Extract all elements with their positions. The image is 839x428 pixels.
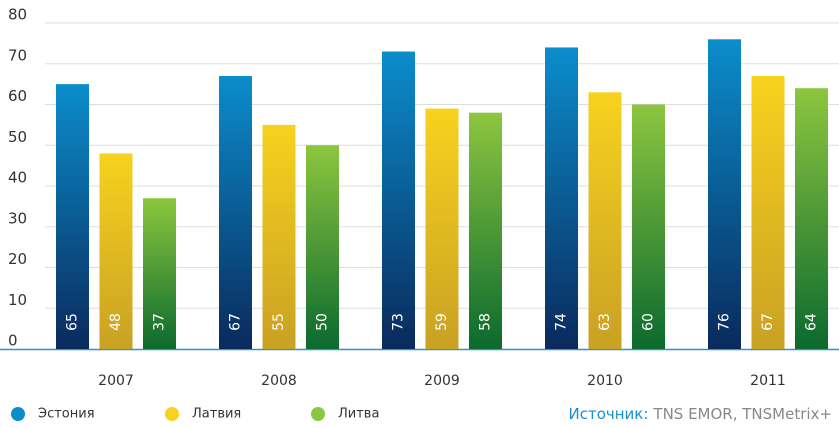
y-tick-label: 0	[8, 332, 18, 350]
legend-label: Латвия	[192, 407, 241, 422]
legend-marker	[11, 407, 25, 421]
y-tick-label: 60	[8, 87, 27, 105]
y-tick-label: 70	[8, 46, 27, 64]
bar	[219, 75, 252, 349]
legend-label: Эстония	[38, 407, 95, 422]
value-label: 76	[717, 313, 733, 331]
x-tick-label: 2009	[424, 373, 460, 389]
source-label: Источник:	[568, 405, 648, 423]
value-label: 73	[391, 313, 407, 331]
source: Источник: TNS EMOR, TNSMetrix+	[568, 405, 832, 423]
y-tick-label: 80	[8, 6, 27, 24]
value-label: 37	[152, 313, 168, 331]
value-label: 55	[271, 313, 287, 331]
bar	[588, 92, 622, 350]
bar	[469, 112, 502, 350]
value-label: 67	[760, 313, 776, 331]
x-tick-label: 2008	[261, 373, 297, 389]
value-label: 59	[434, 313, 450, 331]
value-label: 60	[641, 313, 657, 331]
bar	[751, 75, 785, 349]
y-tick-label: 40	[8, 169, 27, 187]
bar	[632, 104, 665, 349]
x-tick-label: 2007	[98, 373, 134, 389]
y-tick-label: 10	[8, 291, 27, 309]
value-label: 74	[554, 313, 570, 331]
legend-marker	[165, 407, 179, 421]
value-label: 64	[804, 313, 820, 331]
x-tick-label: 2011	[750, 373, 786, 389]
value-label: 58	[478, 313, 494, 331]
value-label: 48	[108, 313, 124, 331]
value-label: 63	[597, 313, 613, 331]
bar	[545, 47, 578, 349]
source-text: TNS EMOR, TNSMetrix+	[652, 405, 832, 423]
bar	[306, 145, 339, 349]
bar	[425, 108, 459, 349]
x-tick-label: 2010	[587, 373, 623, 389]
value-label: 65	[65, 313, 81, 331]
y-tick-label: 50	[8, 128, 27, 146]
y-tick-label: 20	[8, 250, 27, 268]
bar	[795, 88, 828, 349]
value-label: 50	[315, 313, 331, 331]
y-tick-label: 30	[8, 209, 27, 227]
bar	[382, 51, 415, 350]
bar	[99, 153, 133, 349]
legend-marker	[311, 407, 325, 421]
bar	[708, 39, 741, 350]
bar	[56, 84, 89, 349]
value-label: 67	[228, 313, 244, 331]
legend-label: Литва	[338, 407, 379, 422]
bar	[143, 198, 176, 349]
bar	[262, 124, 296, 349]
